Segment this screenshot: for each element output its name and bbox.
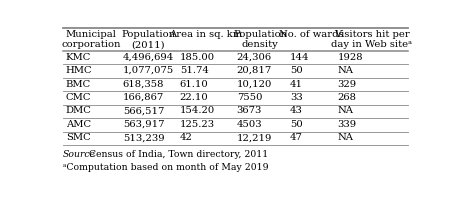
Text: Municipal
corporation: Municipal corporation [62,30,121,50]
Text: Source: Source [63,150,96,159]
Text: 61.10: 61.10 [180,80,209,89]
Text: 154.20: 154.20 [180,106,215,115]
Text: Census of India, Town directory, 2011: Census of India, Town directory, 2011 [86,150,268,159]
Text: 47: 47 [290,134,303,142]
Text: No. of wards: No. of wards [279,30,343,39]
Text: 144: 144 [290,53,310,61]
Text: 268: 268 [337,93,357,102]
Text: 42: 42 [180,134,192,142]
Text: 24,306: 24,306 [237,53,272,61]
Text: 4503: 4503 [237,120,262,129]
Text: NA: NA [337,106,354,115]
Text: NA: NA [337,134,354,142]
Text: 566,517: 566,517 [123,106,164,115]
Text: 513,239: 513,239 [123,134,164,142]
Text: Population
density: Population density [233,30,287,50]
Text: 618,358: 618,358 [123,80,164,89]
Text: SMC: SMC [66,134,91,142]
Text: 22.10: 22.10 [180,93,209,102]
Text: 563,917: 563,917 [123,120,164,129]
Text: Visitors hit per
day in Web siteᵃ: Visitors hit per day in Web siteᵃ [331,30,412,50]
Text: Area in sq. km: Area in sq. km [169,30,242,39]
Text: DMC: DMC [66,106,92,115]
Text: 339: 339 [337,120,357,129]
Text: 1,077,075: 1,077,075 [123,66,174,75]
Text: 10,120: 10,120 [237,80,272,89]
Text: AMC: AMC [66,120,91,129]
Text: 7550: 7550 [237,93,262,102]
Text: 166,867: 166,867 [123,93,164,102]
Text: 1928: 1928 [337,53,364,61]
Text: 20,817: 20,817 [237,66,272,75]
Text: KMC: KMC [66,53,91,61]
Text: 41: 41 [290,80,303,89]
Text: 185.00: 185.00 [180,53,215,61]
Text: Population
(2011): Population (2011) [121,30,175,50]
Text: 125.23: 125.23 [180,120,215,129]
Text: NA: NA [337,66,354,75]
Text: 3673: 3673 [237,106,262,115]
Text: 4,496,694: 4,496,694 [123,53,174,61]
Text: HMC: HMC [66,66,92,75]
Text: CMC: CMC [66,93,91,102]
Text: 329: 329 [337,80,357,89]
Text: 51.74: 51.74 [180,66,209,75]
Text: 50: 50 [290,66,303,75]
Text: 50: 50 [290,120,303,129]
Text: ᵃComputation based on month of May 2019: ᵃComputation based on month of May 2019 [63,163,269,173]
Text: 12,219: 12,219 [237,134,272,142]
Text: 33: 33 [290,93,303,102]
Text: 43: 43 [290,106,303,115]
Text: BMC: BMC [66,80,91,89]
